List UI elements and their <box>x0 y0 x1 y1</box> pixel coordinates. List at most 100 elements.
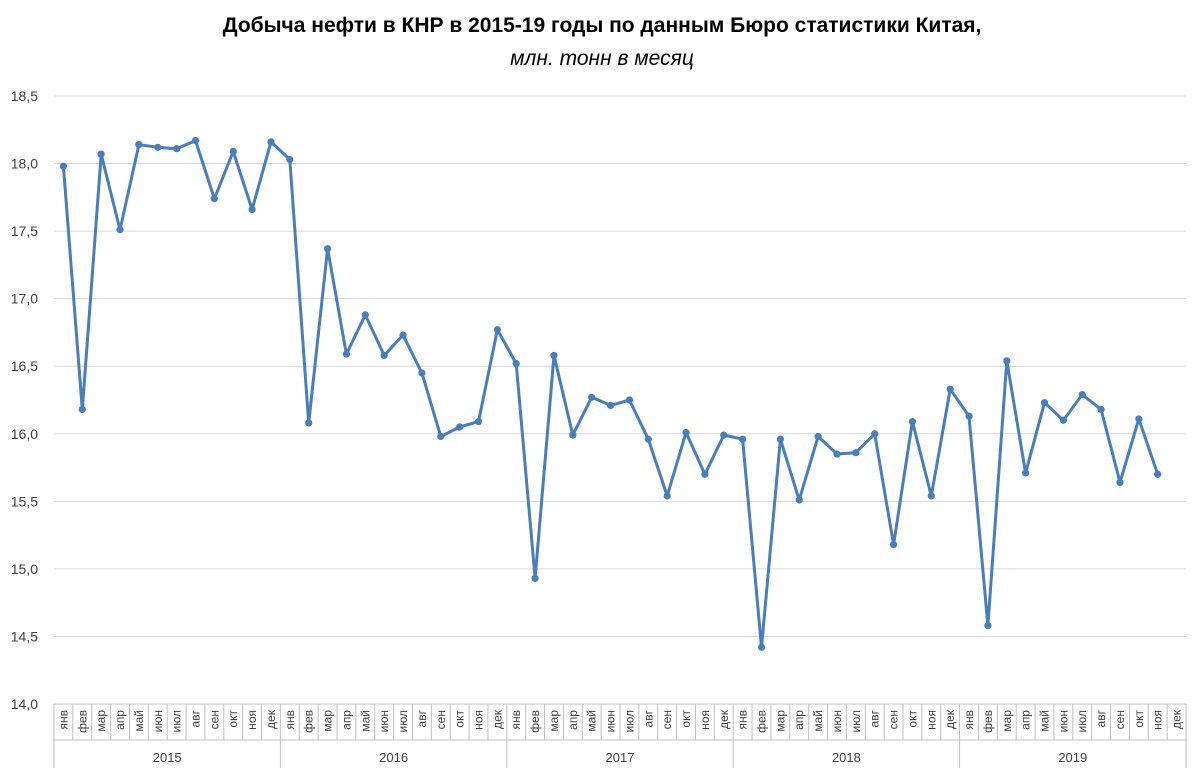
data-point <box>946 385 954 393</box>
x-tick-label-month: янв <box>962 710 976 730</box>
x-tick-label-month: ноя <box>1151 710 1165 730</box>
x-tick-label-month: ноя <box>245 710 259 730</box>
data-point <box>1154 470 1162 478</box>
x-tick-label-month: фев <box>528 710 542 733</box>
x-tick-label-month: мар <box>773 710 787 732</box>
x-tick-label-month: сен <box>1113 710 1127 729</box>
x-tick-label-month: сен <box>887 710 901 729</box>
data-point <box>814 432 822 441</box>
data-point <box>267 138 275 146</box>
data-point <box>550 351 558 360</box>
x-tick-label-month: апр <box>566 710 580 730</box>
x-tick-label-month: фев <box>302 710 316 733</box>
data-point <box>286 155 294 164</box>
y-tick-label: 18,0 <box>11 156 38 172</box>
x-tick-label-month: июл <box>1075 710 1089 732</box>
data-point <box>78 405 86 414</box>
x-tick-label-year: 2018 <box>832 750 861 765</box>
data-point <box>1078 390 1086 399</box>
x-tick-label-month: фев <box>75 710 89 733</box>
data-point <box>342 350 351 358</box>
data-point <box>569 431 577 439</box>
x-tick-label-month: июн <box>151 710 165 732</box>
series <box>59 136 1162 651</box>
x-tick-label-month: июн <box>604 710 618 732</box>
x-tick-label-month: апр <box>113 710 127 730</box>
chart-title: Добыча нефти в КНР в 2015-19 годы по дан… <box>0 14 1204 38</box>
data-point <box>399 331 407 339</box>
x-tick-label-month: май <box>811 710 825 732</box>
y-tick-label: 15,5 <box>11 493 38 509</box>
x-tick-label-month: ноя <box>924 710 938 730</box>
x-tick-label-month: июл <box>170 710 184 732</box>
x-tick-label-year: 2015 <box>153 750 182 765</box>
data-point <box>663 492 671 500</box>
y-tick-label: 16,0 <box>11 426 38 442</box>
y-tick-label: 15,0 <box>11 561 38 577</box>
x-tick-label-month: июл <box>396 710 410 732</box>
y-tick-label: 14,5 <box>11 628 38 644</box>
x-axis: янв фев мар апр май июн июл авг сен окт ноя дек2015… <box>53 704 1187 768</box>
y-tick-label: 14,0 <box>11 696 38 712</box>
x-tick-label-month: окт <box>453 710 467 728</box>
x-tick-label-month: сен <box>434 710 448 729</box>
x-tick-label-month: дек <box>943 709 957 729</box>
x-tick-label-year: 2019 <box>1058 750 1087 765</box>
chart-subtitle: млн. тонн в месяц <box>510 47 694 70</box>
y-tick-label: 16,5 <box>11 358 38 374</box>
data-point <box>984 622 992 630</box>
x-tick-label-month: окт <box>226 710 240 728</box>
x-tick-label-month: авг <box>868 709 882 727</box>
x-tick-label-month: апр <box>339 710 353 730</box>
data-point <box>701 470 709 478</box>
data-point <box>1040 399 1049 407</box>
gridlines <box>54 95 1186 705</box>
x-tick-label-month: янв <box>283 710 297 730</box>
x-tick-label-month: янв <box>736 710 750 730</box>
data-point <box>871 430 879 438</box>
x-tick-label-month: ноя <box>698 710 712 730</box>
data-point <box>625 396 634 404</box>
data-point <box>908 418 917 426</box>
x-tick-label-month: июн <box>1056 710 1070 732</box>
data-point <box>682 428 690 437</box>
x-tick-label-month: май <box>358 710 372 732</box>
y-tick-label: 17,0 <box>11 291 38 307</box>
data-point <box>474 418 483 426</box>
x-tick-label-month: июл <box>622 710 636 732</box>
data-point <box>606 401 615 410</box>
data-point <box>757 643 766 651</box>
data-point <box>739 435 747 443</box>
data-point <box>437 432 445 441</box>
x-tick-label-month: апр <box>1019 710 1033 730</box>
x-tick-label-month: июл <box>849 710 863 732</box>
x-tick-label-month: июн <box>830 710 844 732</box>
data-point <box>210 195 218 203</box>
x-tick-label-month: апр <box>792 710 806 730</box>
chart-title-text: Добыча нефти в КНР в 2015-19 годы по дан… <box>222 14 982 37</box>
x-tick-label-month: сен <box>207 710 221 729</box>
x-tick-label-month: мар <box>547 710 561 732</box>
data-point <box>191 136 200 145</box>
x-tick-label-month: май <box>1038 710 1052 732</box>
data-point <box>1059 416 1067 424</box>
x-tick-label-month: дек <box>264 709 278 729</box>
x-tick-label-month: май <box>132 710 146 732</box>
series-line <box>61 139 1160 649</box>
data-point <box>59 162 68 170</box>
data-point <box>588 393 596 401</box>
data-point <box>154 143 162 151</box>
data-point <box>512 359 520 368</box>
data-point <box>116 226 124 234</box>
data-point <box>1116 478 1124 487</box>
x-tick-label-month: авг <box>415 709 429 727</box>
data-point <box>361 311 369 319</box>
x-tick-label-year: 2017 <box>606 750 635 765</box>
x-tick-label-month: авг <box>189 709 203 727</box>
data-point <box>1135 415 1143 423</box>
x-tick-label-month: дек <box>717 709 731 729</box>
x-tick-label-month: авг <box>1094 709 1108 727</box>
x-tick-label-year: 2016 <box>379 750 408 765</box>
data-point <box>720 431 728 439</box>
x-tick-label-month: май <box>585 710 599 732</box>
